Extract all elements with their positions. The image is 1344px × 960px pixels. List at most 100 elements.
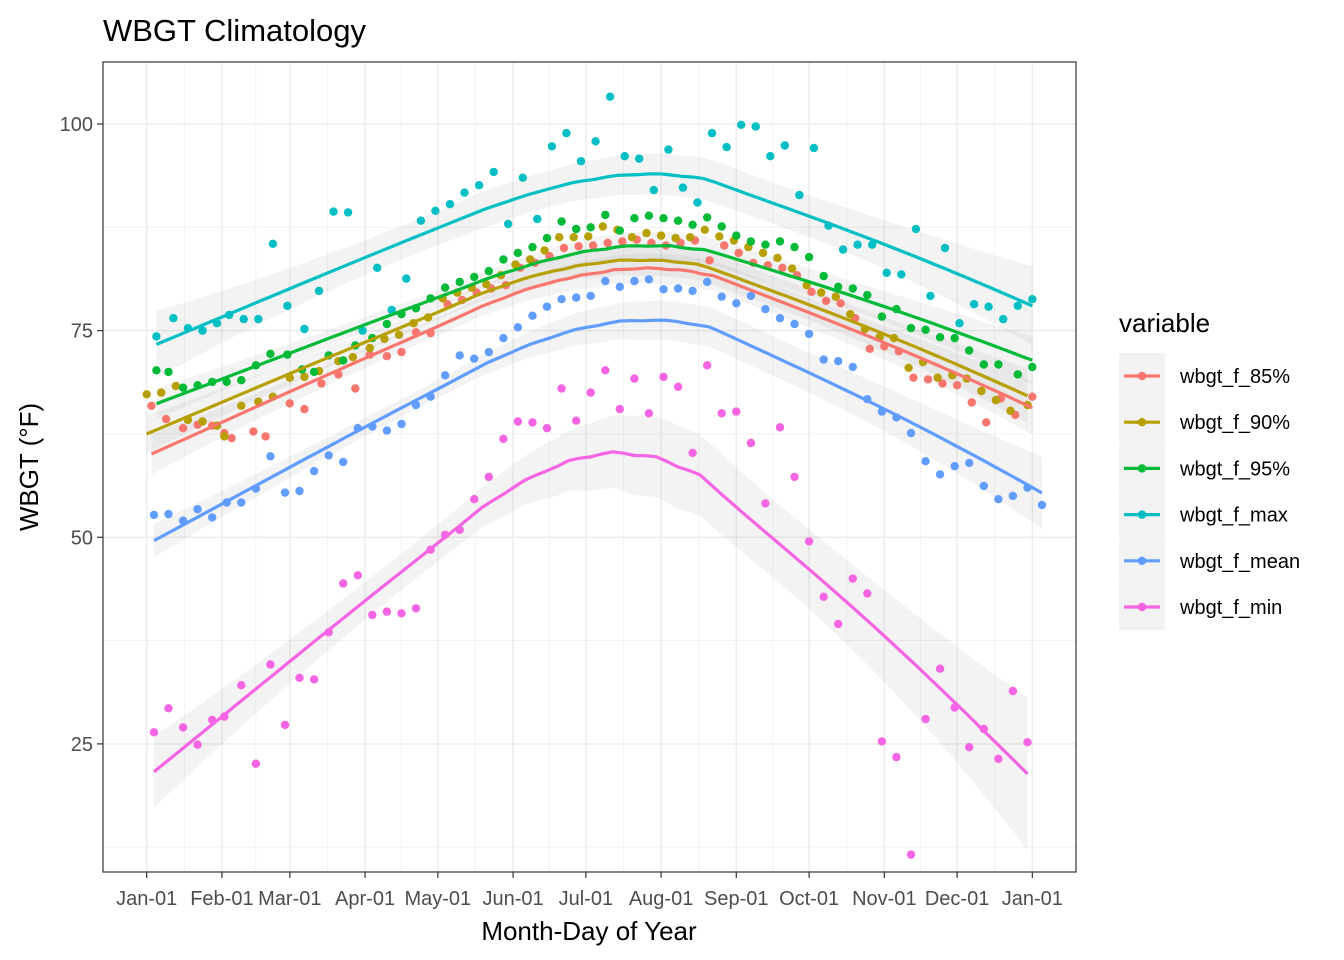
data-point: [955, 319, 964, 328]
data-point: [164, 367, 173, 377]
data-point: [295, 486, 304, 496]
data-point: [572, 224, 581, 234]
data-point: [630, 214, 639, 223]
data-point: [237, 376, 246, 385]
data-point: [999, 314, 1008, 324]
data-point: [394, 330, 404, 339]
x-tick-label: Dec-01: [925, 888, 989, 910]
data-point: [804, 329, 814, 339]
data-point: [734, 248, 743, 258]
confidence-band: [156, 153, 1033, 378]
x-tick-label: Jan-01: [116, 888, 177, 910]
data-point: [572, 416, 581, 425]
legend-label: wbgt_f_max: [1179, 505, 1288, 527]
data-point: [586, 223, 595, 232]
data-point: [540, 246, 549, 255]
data-point: [715, 232, 724, 241]
data-point: [586, 291, 595, 301]
data-point: [555, 233, 564, 242]
data-point: [620, 152, 629, 161]
data-point: [572, 293, 581, 302]
legend-label: wbgt_f_85%: [1179, 366, 1290, 388]
y-tick-label: 100: [60, 114, 93, 136]
data-point: [489, 167, 498, 177]
data-point: [994, 754, 1003, 763]
data-point: [775, 314, 785, 323]
data-point: [688, 286, 697, 296]
data-point: [266, 349, 275, 358]
data-point: [588, 241, 598, 250]
data-point: [300, 404, 309, 414]
legend-label: wbgt_f_mean: [1179, 551, 1300, 573]
data-point: [562, 128, 571, 138]
data-point: [171, 381, 180, 391]
data-point: [761, 304, 770, 314]
confidence-band: [151, 253, 1033, 475]
data-point: [615, 404, 624, 414]
data-point: [237, 498, 246, 507]
data-point: [470, 272, 479, 282]
data-point: [909, 373, 918, 382]
x-tick-label: May-01: [404, 888, 471, 910]
confidence-band: [154, 300, 1042, 558]
data-point: [635, 154, 644, 163]
x-tick-label: Aug-01: [629, 888, 694, 910]
data-point: [761, 240, 770, 249]
data-point: [382, 607, 392, 616]
data-point: [656, 231, 666, 240]
plot-panel: [102, 61, 1077, 873]
data-point: [365, 343, 375, 353]
data-point: [790, 472, 799, 482]
data-point: [938, 379, 947, 388]
data-point: [644, 275, 654, 284]
data-point: [678, 183, 688, 192]
data-point: [149, 510, 159, 520]
data-point: [732, 231, 741, 240]
legend-items: wbgt_f_85% wbgt_f_90% wbgt_f_95% wbgt_f_max…: [1119, 353, 1300, 630]
data-point: [586, 388, 595, 397]
data-point: [969, 300, 979, 309]
data-point: [348, 352, 358, 362]
data-point: [717, 222, 726, 231]
data-point: [542, 424, 552, 433]
data-point: [921, 714, 930, 724]
data-point: [474, 181, 484, 190]
data-point: [455, 277, 464, 287]
data-point: [178, 424, 188, 433]
x-axis: Jan-01 Feb-01 Mar-01 Apr-01 May-01 Jun-01 Jul-…: [116, 872, 1063, 910]
trend-line: [153, 318, 1043, 543]
data-point: [746, 237, 756, 246]
data-point: [819, 271, 828, 281]
data-point: [897, 270, 906, 279]
data-point: [933, 373, 942, 382]
data-point: [630, 276, 639, 286]
data-point: [445, 200, 455, 209]
data-point: [904, 363, 913, 372]
data-point: [1037, 500, 1047, 510]
data-point: [227, 433, 236, 443]
data-point: [353, 571, 362, 580]
data-point: [615, 282, 624, 291]
y-tick-label: 50: [71, 527, 93, 549]
data-point: [513, 323, 523, 332]
data-point: [169, 314, 178, 323]
data-point: [795, 190, 804, 200]
data-point: [848, 284, 857, 293]
data-point: [751, 122, 760, 131]
data-point: [528, 311, 537, 320]
x-tick-label: Jan-01: [1002, 888, 1063, 910]
data-point: [688, 220, 697, 229]
data-point: [1013, 301, 1022, 310]
data-point: [965, 458, 974, 468]
data-point: [935, 664, 945, 673]
data-point: [528, 242, 537, 252]
confidence-band: [156, 231, 1033, 420]
data-point: [615, 226, 624, 235]
data-point: [358, 326, 367, 335]
data-point: [309, 367, 319, 377]
data-point: [848, 362, 857, 372]
data-point: [746, 291, 756, 301]
data-point: [513, 248, 523, 258]
data-point: [339, 356, 348, 365]
data-point: [518, 173, 527, 182]
